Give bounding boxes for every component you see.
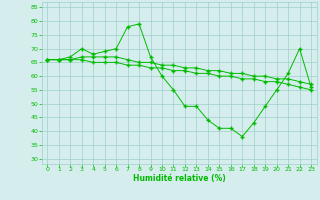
X-axis label: Humidité relative (%): Humidité relative (%) (133, 174, 226, 183)
